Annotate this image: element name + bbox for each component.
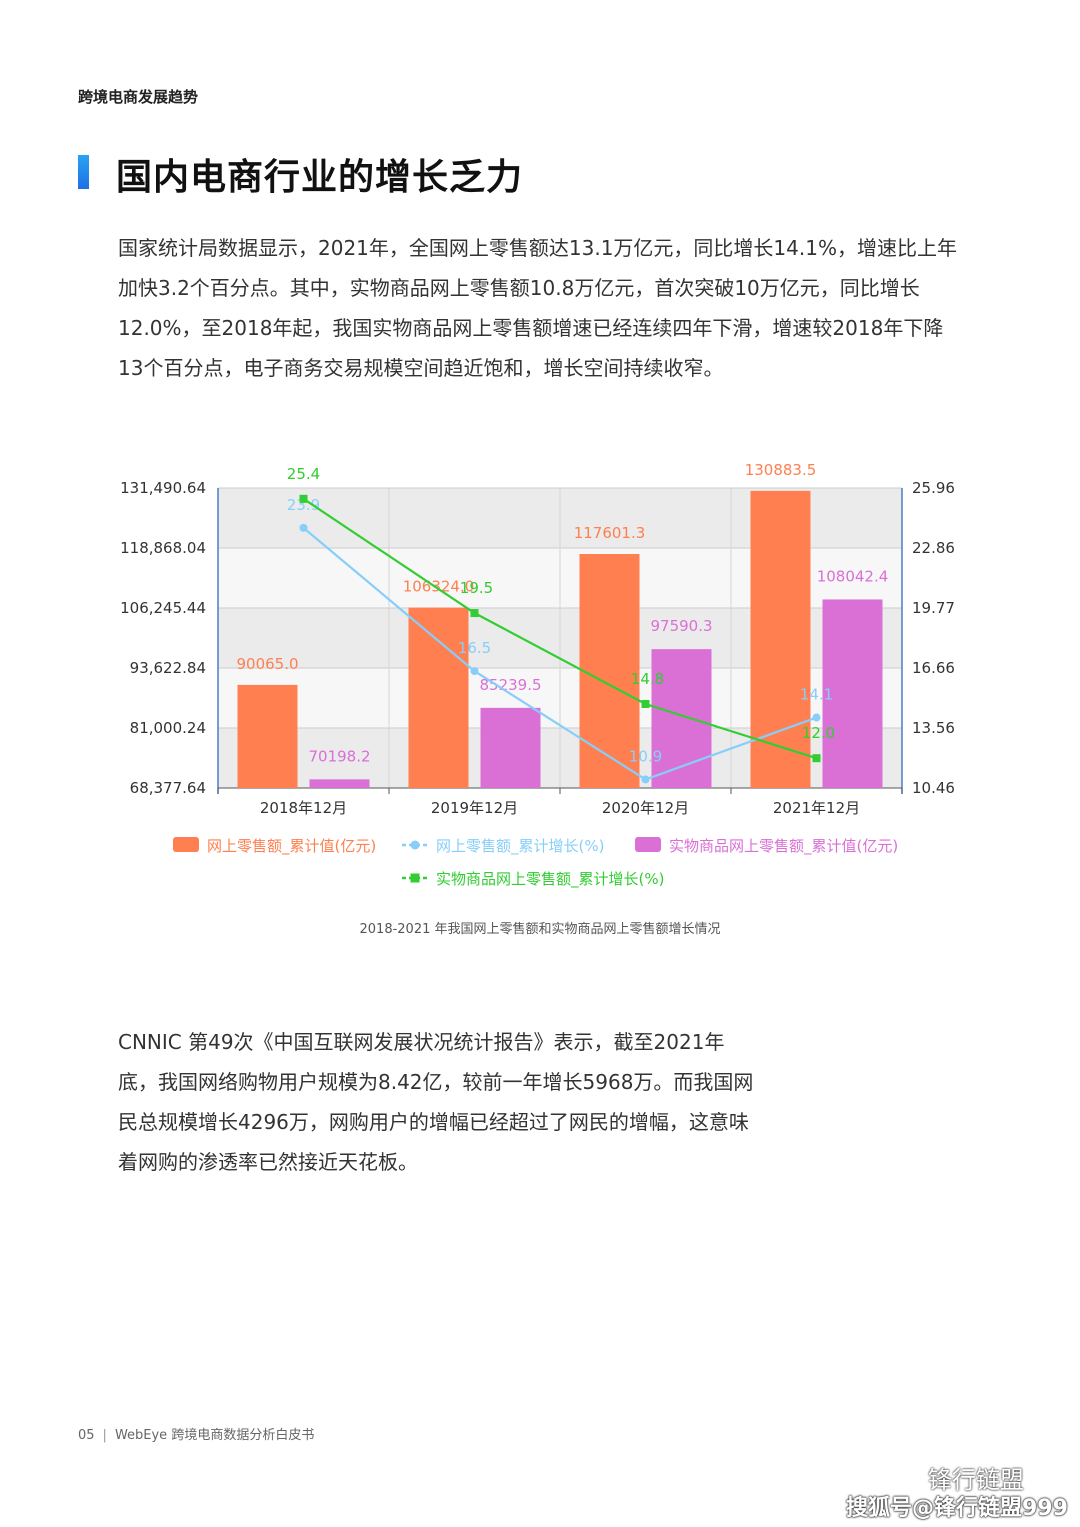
x-tick-label: 2019年12月 xyxy=(431,799,518,817)
bar-value-label: 70198.2 xyxy=(308,747,370,765)
bar-online-retail xyxy=(579,554,640,788)
bar-value-label: 117601.3 xyxy=(574,524,646,542)
line-point-physical-growth xyxy=(641,700,650,708)
line-point-online-growth xyxy=(641,775,650,784)
line-value-label: 19.5 xyxy=(460,579,493,597)
line-point-physical-growth xyxy=(812,754,821,763)
left-tick-label: 118,868.04 xyxy=(120,539,206,557)
left-tick-label: 68,377.64 xyxy=(130,779,206,797)
line-value-label: 23.9 xyxy=(287,496,320,514)
page-number: 05 xyxy=(78,1428,95,1443)
title-accent-bar xyxy=(78,155,89,189)
left-tick-label: 93,622.84 xyxy=(130,659,206,677)
line-value-label: 14.8 xyxy=(631,670,664,688)
legend-label: 网上零售额_累计增长(%) xyxy=(436,837,604,856)
bar-value-label: 108042.4 xyxy=(817,567,889,585)
growth-chart: 68,377.64 81,000.24 93,622.84 106,245.44 118… xyxy=(120,461,955,889)
right-tick-label: 16.66 xyxy=(912,659,955,677)
legend-label: 网上零售额_累计值(亿元) xyxy=(207,837,376,856)
line-value-label: 10.9 xyxy=(629,747,662,765)
watermark-brand: 锋行链盟 xyxy=(928,1466,1024,1494)
watermark-source: 搜狐号@锋行链盟999 xyxy=(846,1496,1068,1521)
left-tick-label: 81,000.24 xyxy=(130,719,206,737)
x-tick-label: 2018年12月 xyxy=(260,799,347,817)
bar-value-label: 130883.5 xyxy=(745,461,817,479)
line-point-online-growth xyxy=(812,713,821,722)
section-label: 跨境电商发展趋势 xyxy=(78,88,199,106)
intro-paragraph: 国家统计局数据显示，2021年，全国网上零售额达13.1万亿元，同比增长14.1… xyxy=(118,236,957,380)
legend-swatch xyxy=(635,837,661,852)
right-tick-label: 22.86 xyxy=(912,539,955,557)
line-point-online-growth xyxy=(470,667,479,676)
bar-physical-goods xyxy=(309,779,370,788)
line-physical-growth xyxy=(302,497,817,760)
chart-caption: 2018-2021 年我国网上零售额和实物商品网上零售额增长情况 xyxy=(359,922,721,937)
left-tick-label: 131,490.64 xyxy=(120,479,206,497)
legend-label: 实物商品网上零售额_累计增长(%) xyxy=(436,870,664,889)
legend-marker xyxy=(410,840,420,850)
line-online-growth xyxy=(302,527,817,781)
bar-value-label: 97590.3 xyxy=(650,617,712,635)
footer-separator: | xyxy=(102,1428,107,1443)
bar-online-retail xyxy=(237,684,298,788)
bar-value-label: 85239.5 xyxy=(479,676,541,694)
bar-online-retail xyxy=(750,490,811,788)
bar-physical-goods xyxy=(651,649,712,788)
page-footer: 05 | WebEye 跨境电商数据分析白皮书 xyxy=(78,1424,314,1443)
line-point-physical-growth xyxy=(470,609,479,618)
line-value-label: 14.1 xyxy=(800,686,833,704)
x-tick-label: 2021年12月 xyxy=(773,799,860,817)
wechat-icon xyxy=(889,1467,918,1489)
x-tick-label: 2020年12月 xyxy=(602,799,689,817)
right-tick-label: 19.77 xyxy=(912,599,955,617)
right-tick-label: 10.46 xyxy=(912,779,955,797)
cnnic-paragraph: CNNIC 第49次《中国互联网发展状况统计报告》表示，截至2021年底，我国网… xyxy=(118,1030,754,1174)
line-value-label: 16.5 xyxy=(458,639,491,657)
legend-swatch xyxy=(173,837,199,852)
line-value-label: 25.4 xyxy=(287,465,320,483)
line-value-label: 12.0 xyxy=(802,724,835,742)
right-tick-label: 25.96 xyxy=(912,479,955,497)
legend-marker xyxy=(410,873,420,883)
legend-label: 实物商品网上零售额_累计值(亿元) xyxy=(669,837,898,856)
page-title: 国内电商行业的增长乏力 xyxy=(116,157,524,198)
line-point-physical-growth xyxy=(299,494,308,503)
bar-physical-goods xyxy=(480,707,541,788)
bar-value-label: 106324.0 xyxy=(403,578,475,596)
bar-physical-goods xyxy=(822,599,883,788)
right-tick-label: 13.56 xyxy=(912,719,955,737)
line-point-online-growth xyxy=(299,523,308,532)
document-title: WebEye 跨境电商数据分析白皮书 xyxy=(114,1428,315,1443)
left-tick-label: 106,245.44 xyxy=(120,599,206,617)
bar-online-retail xyxy=(408,607,469,788)
bar-value-label: 90065.0 xyxy=(236,655,298,673)
